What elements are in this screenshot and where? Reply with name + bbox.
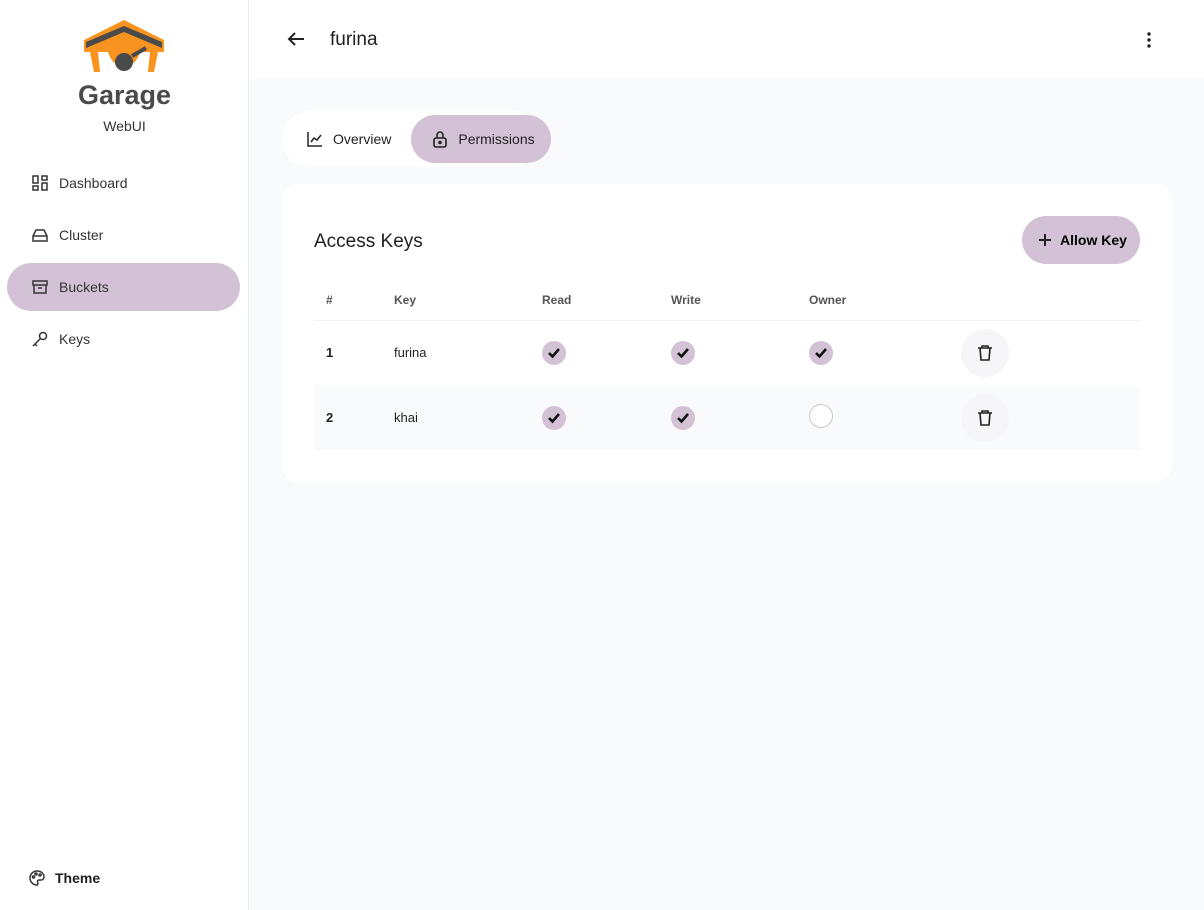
sidebar-item-label: Buckets (59, 279, 109, 295)
hard-drive-icon (32, 229, 48, 242)
key-name: khai (394, 385, 542, 450)
col-read: Read (542, 280, 671, 321)
allow-key-label: Allow Key (1060, 232, 1127, 248)
check-icon (548, 412, 560, 423)
sidebar-item-cluster[interactable]: Cluster (7, 211, 240, 259)
col-key: Key (394, 280, 542, 321)
check-icon (815, 347, 827, 359)
delete-button[interactable] (961, 393, 1009, 442)
lock-icon (433, 131, 448, 148)
brand-name: Garage (77, 80, 172, 110)
header: furina (249, 0, 1204, 79)
write-checkbox[interactable] (671, 405, 695, 430)
garage-logo (84, 20, 164, 72)
sidebar-item-label: Keys (59, 331, 91, 347)
theme-button[interactable]: Theme (28, 869, 100, 887)
delete-button[interactable] (961, 328, 1009, 377)
chart-line-icon (307, 132, 322, 147)
brand-subtitle: WebUI (103, 118, 146, 134)
page-title: furina (330, 29, 378, 50)
card-title: Access Keys (314, 231, 423, 252)
sidebar-item-label: Cluster (59, 227, 104, 243)
archive-icon (32, 280, 48, 294)
trash-icon (978, 344, 992, 361)
back-arrow-icon[interactable] (285, 28, 307, 50)
check-icon (677, 347, 689, 359)
check-icon (548, 347, 560, 359)
col-owner: Owner (809, 280, 961, 321)
theme-label: Theme (55, 870, 101, 886)
allow-key-button[interactable]: Allow Key (1022, 216, 1140, 264)
read-checkbox[interactable] (542, 405, 566, 430)
check-icon (677, 412, 689, 423)
table-row: 1 furina (314, 320, 1140, 385)
access-keys-table: # Key Read Write Owner 1 furina 2 khai (314, 280, 1140, 450)
tab-permissions[interactable]: Permissions (411, 115, 551, 163)
read-checkbox[interactable] (542, 340, 566, 365)
sidebar-item-dashboard[interactable]: Dashboard (7, 159, 240, 207)
sidebar-item-label: Dashboard (59, 175, 128, 191)
row-number: 2 (314, 385, 394, 450)
tab-overview[interactable]: Overview (286, 115, 407, 163)
write-checkbox[interactable] (671, 340, 695, 365)
col-number: # (314, 280, 394, 321)
key-name: furina (394, 345, 427, 361)
sidebar-item-keys[interactable]: Keys (7, 315, 240, 363)
table-row: 2 khai (314, 385, 1140, 450)
tab-label: Overview (333, 131, 392, 147)
tabs: Overview Permissions (282, 111, 551, 167)
tab-label: Permissions (458, 131, 535, 147)
palette-icon (29, 870, 45, 886)
trash-icon (978, 409, 992, 426)
key-icon (32, 331, 48, 347)
more-vertical-icon[interactable] (1142, 30, 1156, 50)
owner-checkbox[interactable] (809, 340, 833, 365)
sidebar: Garage WebUI Dashboard Cluster Buckets K… (0, 0, 249, 910)
access-keys-card: Access Keys Allow Key # Key Read Write O… (282, 184, 1172, 482)
dashboard-icon (32, 175, 48, 191)
row-number: 1 (326, 345, 334, 361)
plus-icon (1039, 234, 1051, 246)
owner-checkbox[interactable] (809, 404, 833, 428)
col-write: Write (671, 280, 809, 321)
sidebar-item-buckets[interactable]: Buckets (7, 263, 240, 311)
